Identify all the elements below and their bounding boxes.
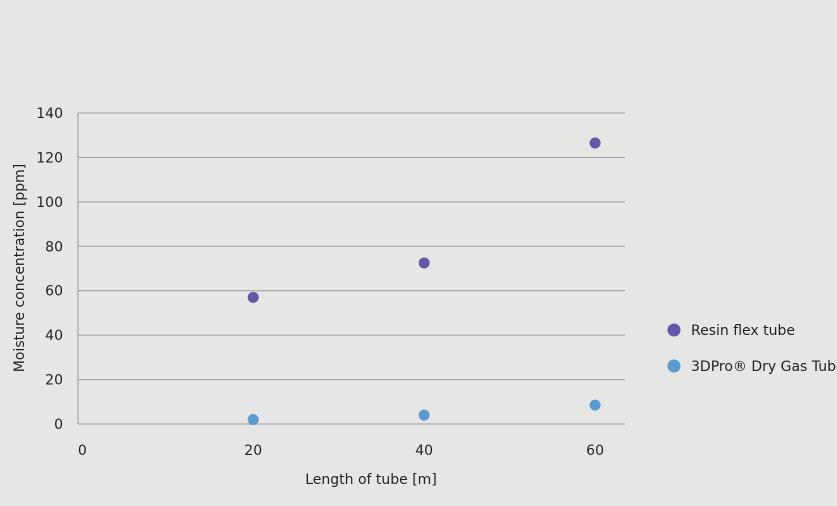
y-tick-label: 140 bbox=[36, 106, 63, 122]
y-tick-label: 20 bbox=[45, 373, 63, 389]
x-tick-label: 20 bbox=[244, 443, 262, 459]
y-tick-label: 0 bbox=[54, 417, 63, 433]
point bbox=[247, 291, 259, 303]
point bbox=[589, 399, 601, 411]
y-tick-label: 80 bbox=[45, 239, 63, 255]
x-tick-label: 60 bbox=[586, 443, 604, 459]
legend-marker bbox=[667, 323, 681, 337]
point bbox=[247, 414, 259, 426]
x-axis-label: Length of tube [m] bbox=[305, 472, 437, 488]
point bbox=[418, 409, 430, 421]
x-tick-label: 0 bbox=[78, 443, 87, 459]
y-tick-label: 60 bbox=[45, 284, 63, 300]
y-tick-label: 100 bbox=[36, 195, 63, 211]
y-tick-label: 40 bbox=[45, 328, 63, 344]
point bbox=[589, 137, 601, 149]
y-tick-label: 120 bbox=[36, 150, 63, 166]
point bbox=[418, 257, 430, 269]
legend-label: 3DPro® Dry Gas Tube bbox=[691, 359, 837, 375]
y-axis-label: Moisture concentration [ppm] bbox=[12, 164, 28, 372]
legend-label: Resin flex tube bbox=[691, 323, 795, 339]
legend-marker bbox=[667, 359, 681, 373]
x-tick-label: 40 bbox=[415, 443, 433, 459]
